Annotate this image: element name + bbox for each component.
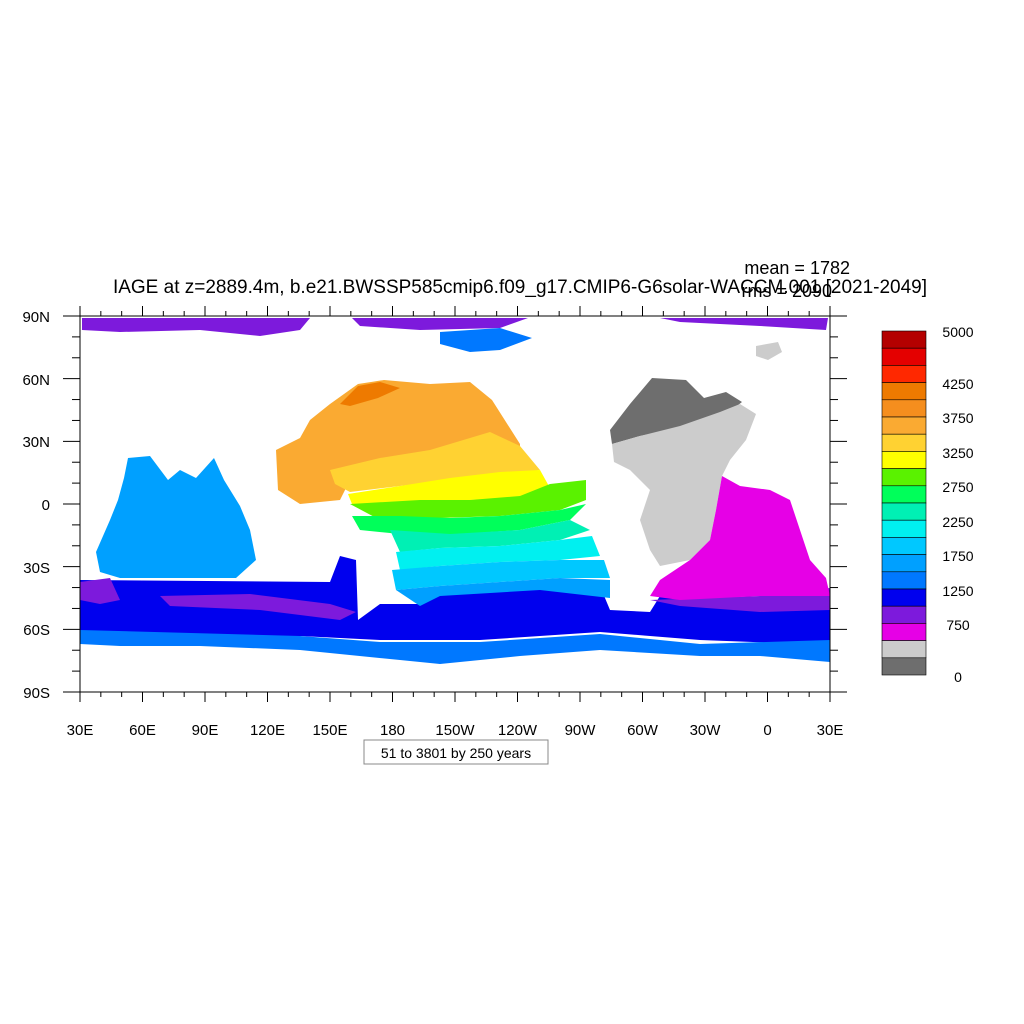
colorbar-label: 4250: [942, 376, 973, 392]
colorbar-label: 5000: [942, 324, 973, 340]
y-tick-label: 60N: [22, 372, 50, 389]
x-tick-label: 30E: [67, 722, 94, 739]
colorbar-swatch: [881, 519, 927, 538]
x-axis: 30E 60E 90E 120E 150E 180 150W 120W 90W …: [67, 722, 844, 739]
y-tick-label: 30S: [23, 560, 50, 577]
pacific-band-2000: [396, 536, 600, 570]
y-tick-label: 90S: [23, 685, 50, 702]
north-atlantic-dark-region: [610, 378, 742, 444]
colorbar-swatch: [881, 416, 927, 435]
x-tick-label: 60W: [627, 722, 659, 739]
arctic-shelf-region: [82, 318, 310, 336]
indian-ocean-region: [96, 456, 256, 578]
colorbar-swatch: [881, 330, 927, 349]
x-tick-label: 150E: [312, 722, 347, 739]
x-tick-label: 150W: [435, 722, 475, 739]
colorbar-swatch: [881, 347, 927, 366]
x-tick-label: 90E: [192, 722, 219, 739]
colorbar-swatch: [881, 623, 927, 641]
pacific-band-1750: [392, 560, 610, 590]
colorbar-label: 2250: [942, 514, 973, 530]
x-tick-label: 120E: [250, 722, 285, 739]
contour-info-label: 51 to 3801 by 250 years: [381, 745, 531, 761]
x-tick-label: 180: [380, 722, 405, 739]
map-title: IAGE at z=2889.4m, b.e21.BWSSP585cmip6.f…: [113, 277, 927, 298]
colorbar-label: 3750: [942, 410, 973, 426]
colorbar-label: 2750: [942, 479, 973, 495]
mean-label: mean = 1782: [744, 258, 850, 278]
arctic-grey-region: [756, 342, 782, 360]
colorbar-swatch: [881, 537, 927, 555]
axis-ticks: [63, 306, 847, 702]
colorbar-swatch: [881, 485, 927, 504]
pacific-band-1500: [396, 578, 610, 606]
colorbar-swatch: [881, 502, 927, 521]
colorbar-swatch: [881, 554, 927, 573]
colorbar-swatch: [881, 468, 927, 487]
x-tick-label: 120W: [498, 722, 538, 739]
colorbar-swatch: [881, 605, 927, 624]
arctic-shelf-region: [352, 318, 528, 330]
colorbar-swatch: [881, 399, 927, 418]
colorbar-swatch: [881, 433, 927, 452]
x-tick-label: 0: [763, 722, 771, 739]
y-axis: 90N 60N 30N 0 30S 60S 90S: [22, 309, 50, 702]
contour-info-box: [363, 739, 549, 765]
colorbar-swatch: [881, 588, 927, 607]
rms-label: rms = 2090: [741, 281, 832, 301]
pacific-band-2250: [390, 520, 590, 552]
x-tick-label: 60E: [129, 722, 156, 739]
x-tick-label: 30W: [690, 722, 722, 739]
atlantic-light-grey-region: [612, 404, 756, 566]
colorbar: [881, 330, 927, 676]
colorbar-label: 1750: [942, 548, 973, 564]
north-pacific-oldest-region: [340, 382, 400, 406]
y-tick-label: 60S: [23, 622, 50, 639]
y-tick-label: 0: [42, 497, 50, 514]
southern-ocean-outer-region: [80, 630, 830, 664]
x-tick-label: 30E: [817, 722, 844, 739]
colorbar-label: 750: [946, 617, 970, 633]
colorbar-swatch: [881, 571, 927, 590]
x-tick-label: 90W: [565, 722, 597, 739]
antarctic-bottom-purple-region: [160, 594, 356, 620]
colorbar-swatch: [881, 382, 927, 401]
pacific-band-2500: [352, 504, 586, 534]
colorbar-label: 1250: [942, 583, 973, 599]
colorbar-swatch: [881, 657, 927, 676]
arctic-shelf-region: [660, 318, 828, 330]
y-tick-label: 90N: [22, 309, 50, 326]
colorbar-swatch: [881, 640, 927, 659]
colorbar-label: 0: [954, 669, 962, 685]
arctic-basin-region: [440, 328, 532, 352]
indian-southwest-purple-region: [80, 578, 120, 604]
ocean-field: [80, 318, 830, 664]
southern-ocean-deep-region: [80, 556, 830, 645]
pacific-band-2750: [350, 480, 586, 520]
colorbar-swatch: [881, 451, 927, 469]
y-tick-label: 30N: [22, 434, 50, 451]
colorbar-swatch: [881, 365, 927, 383]
colorbar-label: 3250: [942, 445, 973, 461]
colorbar-labels: 5000 4250 3750 3250 2750 2250 1750 1250 …: [942, 324, 973, 685]
south-atlantic-young-region: [650, 476, 830, 600]
